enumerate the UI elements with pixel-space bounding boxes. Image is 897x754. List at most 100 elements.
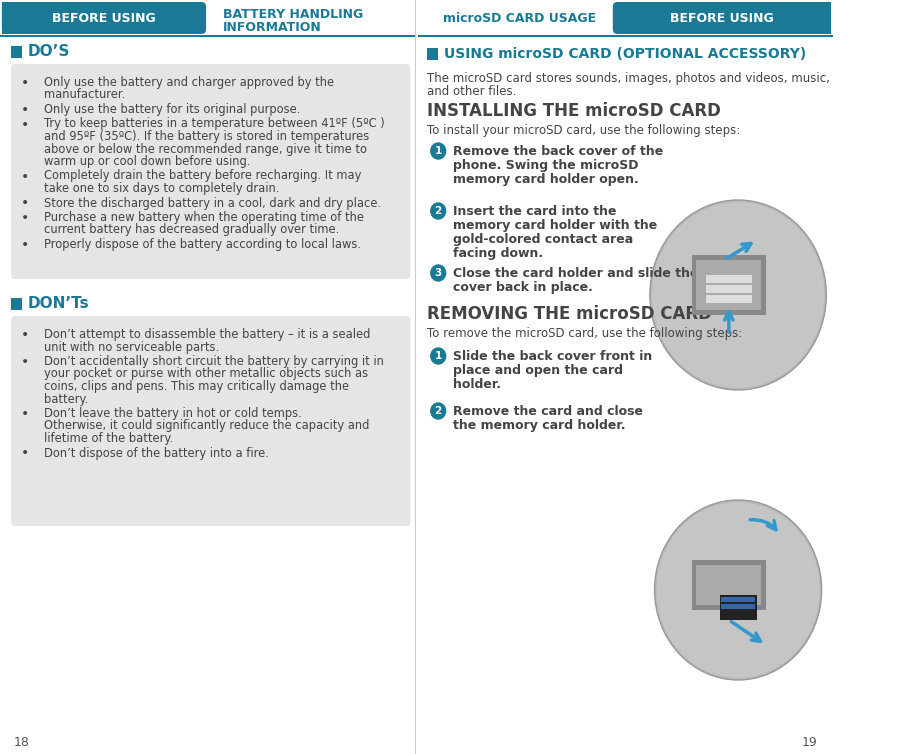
Text: Only use the battery for its original purpose.: Only use the battery for its original pu… [44,103,300,116]
Bar [696,565,762,605]
Text: warm up or cool down before using.: warm up or cool down before using. [44,155,250,168]
Text: 1: 1 [434,351,442,361]
Text: Remove the back cover of the: Remove the back cover of the [453,145,663,158]
Text: 19: 19 [801,737,817,749]
Text: •: • [21,197,30,210]
Text: USING microSD CARD (OPTIONAL ACCESSORY): USING microSD CARD (OPTIONAL ACCESSORY) [444,47,806,61]
Text: 3: 3 [434,268,442,278]
Text: Don’t leave the battery in hot or cold temps.: Don’t leave the battery in hot or cold t… [44,407,301,420]
Bar [706,285,752,293]
Circle shape [431,143,446,159]
Text: To install your microSD card, use the following steps:: To install your microSD card, use the fo… [427,124,740,137]
Text: Only use the battery and charger approved by the: Only use the battery and charger approve… [44,76,334,89]
Bar [415,0,416,754]
FancyBboxPatch shape [11,316,410,526]
Bar [2,2,16,34]
Bar [721,604,754,609]
Text: phone. Swing the microSD: phone. Swing the microSD [453,159,639,172]
Text: 1: 1 [434,146,442,156]
Text: REMOVING THE microSD CARD: REMOVING THE microSD CARD [427,305,712,323]
Text: INSTALLING THE microSD CARD: INSTALLING THE microSD CARD [427,102,721,120]
Bar [11,46,22,58]
Ellipse shape [650,200,826,390]
Text: cover back in place.: cover back in place. [453,281,593,294]
Text: facing down.: facing down. [453,247,544,260]
Text: coins, clips and pens. This may critically damage the: coins, clips and pens. This may critical… [44,380,349,393]
Text: manufacturer.: manufacturer. [44,88,125,102]
Bar [719,595,757,620]
Text: •: • [21,238,30,252]
Text: memory card holder open.: memory card holder open. [453,173,639,186]
Text: Don’t dispose of the battery into a fire.: Don’t dispose of the battery into a fire… [44,446,268,459]
Text: Don’t accidentally short circuit the battery by carrying it in: Don’t accidentally short circuit the bat… [44,355,384,368]
Text: 2: 2 [434,406,442,416]
Text: Close the card holder and slide the back: Close the card holder and slide the back [453,267,736,280]
Bar [817,2,831,34]
Text: •: • [21,446,30,461]
Text: BEFORE USING: BEFORE USING [52,11,156,24]
Bar [706,295,752,303]
Text: memory card holder with the: memory card holder with the [453,219,658,232]
Text: •: • [21,103,30,117]
Text: •: • [21,211,30,225]
Text: Try to keep batteries in a temperature between 41ºF (5ºC ): Try to keep batteries in a temperature b… [44,118,385,130]
Text: microSD CARD USAGE: microSD CARD USAGE [443,11,597,24]
Circle shape [431,403,446,419]
Text: above or below the recommended range, give it time to: above or below the recommended range, gi… [44,143,367,155]
Text: •: • [21,118,30,131]
Text: Don’t attempt to disassemble the battery – it is a sealed: Don’t attempt to disassemble the battery… [44,328,370,341]
Bar [696,260,762,310]
Text: DO’S: DO’S [28,44,70,60]
Bar [692,255,766,315]
Text: and 95ºF (35ºC). If the battery is stored in temperatures: and 95ºF (35ºC). If the battery is store… [44,130,369,143]
Text: •: • [21,355,30,369]
Text: DON’Ts: DON’Ts [28,296,90,311]
Text: •: • [21,407,30,421]
Text: battery.: battery. [44,393,88,406]
Text: Completely drain the battery before recharging. It may: Completely drain the battery before rech… [44,170,361,182]
Text: place and open the card: place and open the card [453,364,623,377]
Text: the memory card holder.: the memory card holder. [453,419,625,432]
Ellipse shape [657,502,820,678]
FancyBboxPatch shape [11,64,410,279]
Bar [692,560,766,610]
Text: current battery has decreased gradually over time.: current battery has decreased gradually … [44,223,339,237]
Ellipse shape [655,500,822,680]
Bar [418,35,832,36]
Text: The microSD card stores sounds, images, photos and videos, music,: The microSD card stores sounds, images, … [427,72,830,85]
Bar [427,48,439,60]
Text: unit with no serviceable parts.: unit with no serviceable parts. [44,341,219,354]
FancyBboxPatch shape [2,2,206,34]
Text: •: • [21,76,30,90]
Text: and other files.: and other files. [427,85,517,98]
Text: Otherwise, it could significantly reduce the capacity and: Otherwise, it could significantly reduce… [44,419,369,433]
Text: take one to six days to completely drain.: take one to six days to completely drain… [44,182,279,195]
Text: Store the discharged battery in a cool, dark and dry place.: Store the discharged battery in a cool, … [44,197,380,210]
Text: Purchase a new battery when the operating time of the: Purchase a new battery when the operatin… [44,211,363,224]
FancyBboxPatch shape [613,2,831,34]
Text: Properly dispose of the battery according to local laws.: Properly dispose of the battery accordin… [44,238,361,251]
Circle shape [431,265,446,281]
Text: gold-colored contact area: gold-colored contact area [453,233,633,246]
Circle shape [431,203,446,219]
Text: lifetime of the battery.: lifetime of the battery. [44,432,173,445]
Bar [706,275,752,283]
Bar [11,298,22,310]
Text: To remove the microSD card, use the following steps:: To remove the microSD card, use the foll… [427,327,743,340]
Text: BEFORE USING: BEFORE USING [670,11,774,24]
Text: 2: 2 [434,206,442,216]
Text: holder.: holder. [453,378,501,391]
Bar [0,35,415,36]
Bar [721,597,754,602]
Text: •: • [21,170,30,183]
Circle shape [431,348,446,364]
Text: INFORMATION: INFORMATION [222,21,321,34]
Text: BATTERY HANDLING: BATTERY HANDLING [222,8,363,21]
Text: 18: 18 [14,737,30,749]
Text: your pocket or purse with other metallic objects such as: your pocket or purse with other metallic… [44,367,368,381]
Text: •: • [21,328,30,342]
Text: Slide the back cover front in: Slide the back cover front in [453,350,652,363]
Text: Remove the card and close: Remove the card and close [453,405,643,418]
Ellipse shape [652,202,824,388]
Text: Insert the card into the: Insert the card into the [453,205,616,218]
